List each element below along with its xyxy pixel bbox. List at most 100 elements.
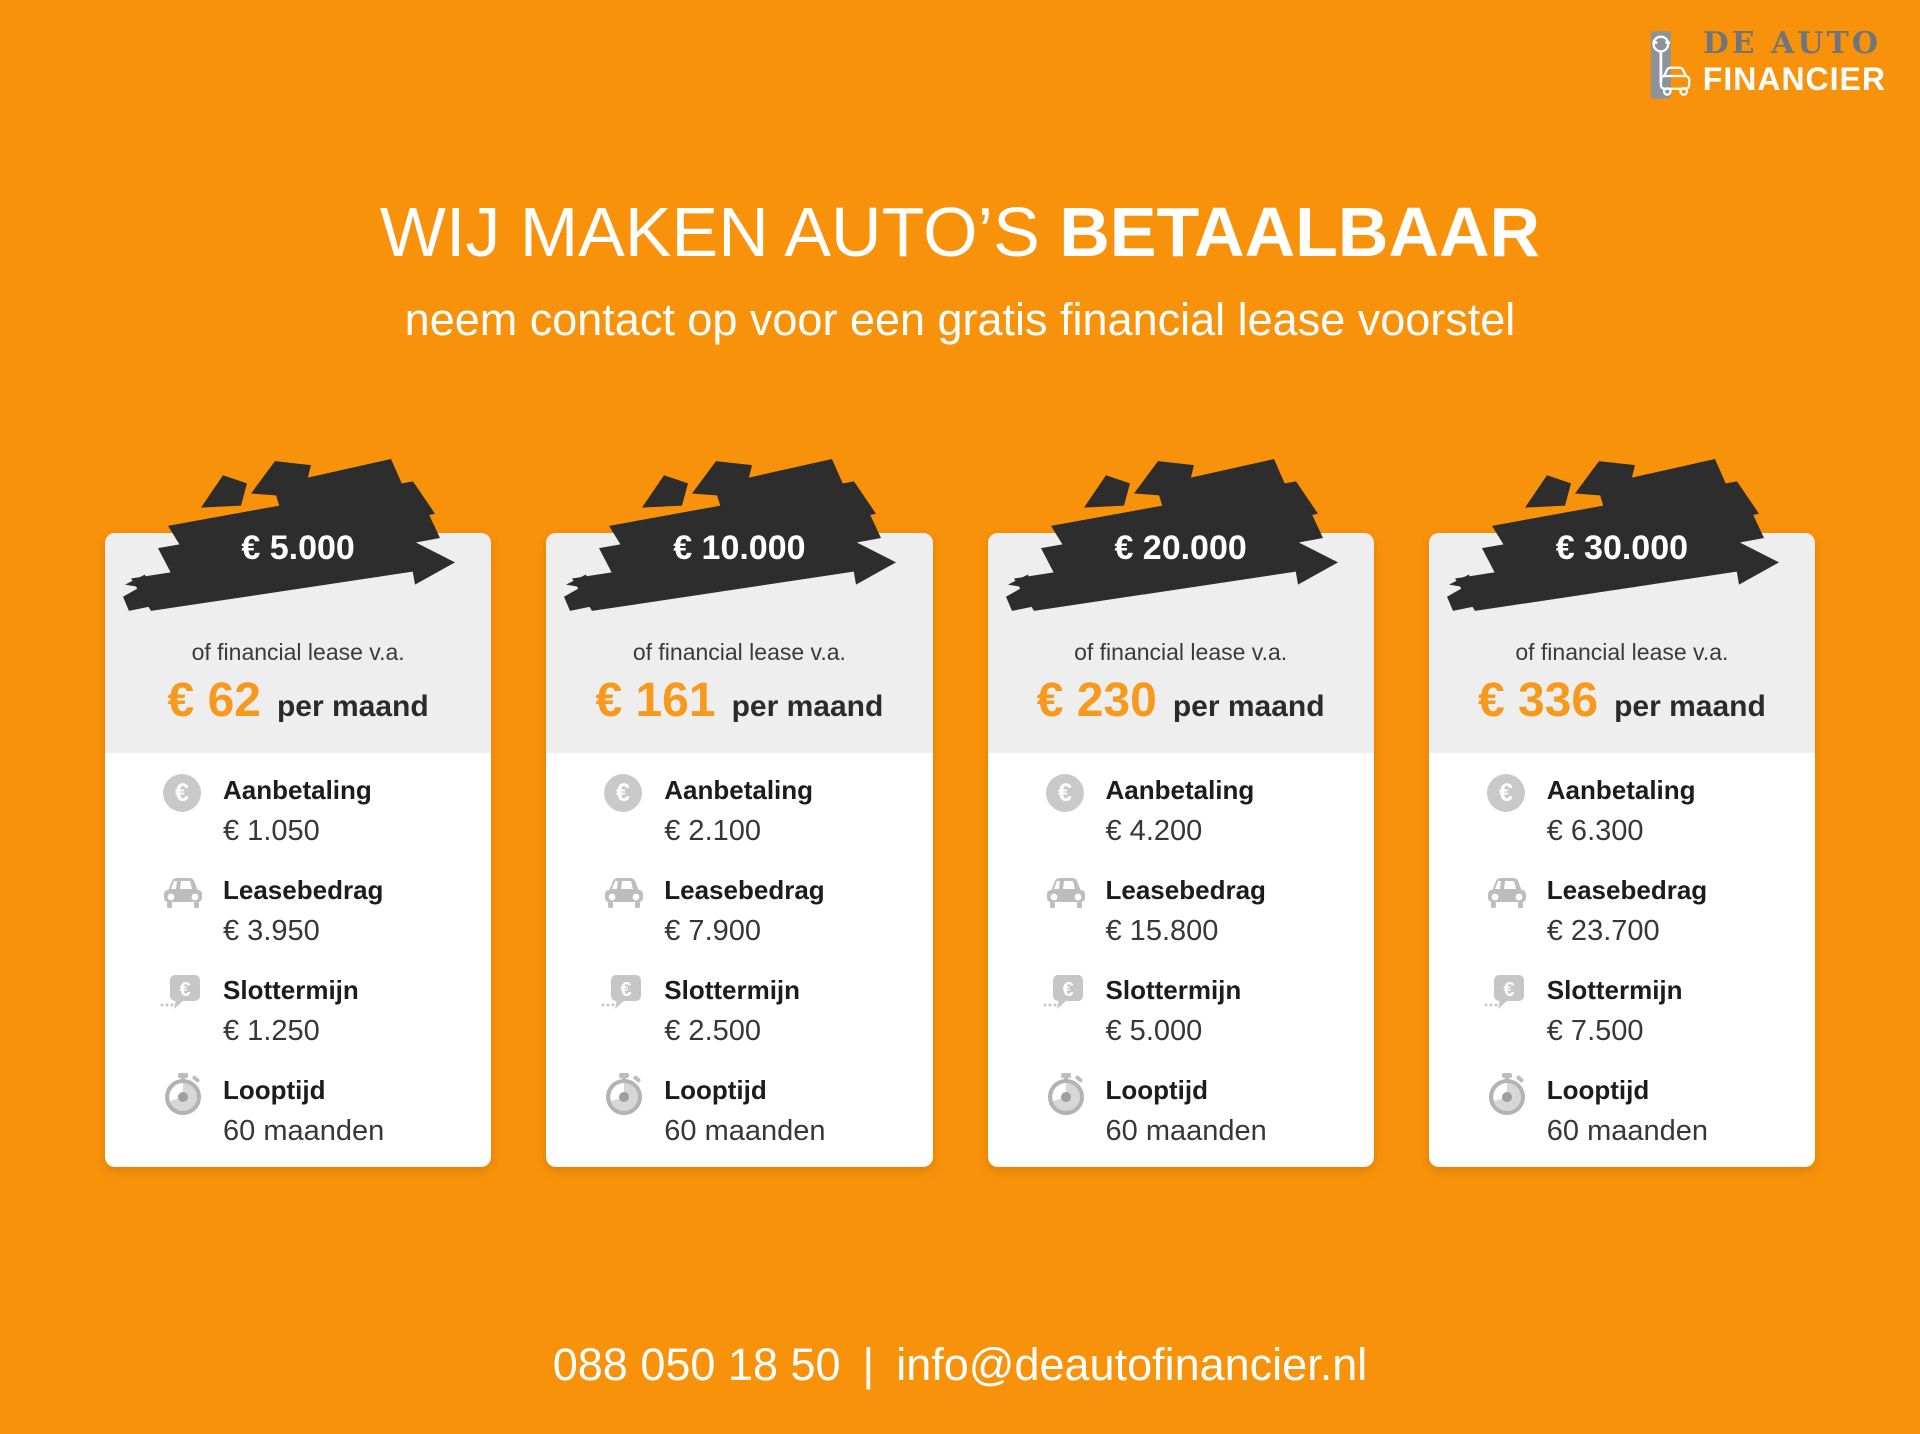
feature-label: Aanbetaling — [664, 775, 814, 805]
speech-bubble-euro-icon — [160, 975, 200, 1009]
card-body: Aanbetaling € 4.200 Leasebedrag € 15.800… — [988, 753, 1374, 1151]
feature-value: € 7.900 — [664, 915, 762, 947]
card-top: € 5.000 of financial lease v.a. € 62 per… — [105, 459, 492, 753]
card-body: Aanbetaling € 2.100 Leasebedrag € 7.900 … — [546, 753, 932, 1151]
feature-row: Slottermijn € 5.000 — [1043, 969, 1350, 1051]
speech-bubble-euro-icon — [1484, 975, 1524, 1009]
feature-row: Leasebedrag € 7.900 — [601, 869, 908, 951]
pricing-card-20000: € 20.000 of financial lease v.a. € 230 p… — [987, 459, 1374, 1167]
feature-label: Looptijd — [1105, 1075, 1209, 1105]
logo-line1: DE AUTO — [1702, 26, 1882, 61]
feature-value: 60 maanden — [1546, 1115, 1708, 1147]
feature-value: € 7.500 — [1546, 1015, 1644, 1047]
speech-bubble-euro-icon — [1043, 975, 1083, 1009]
feature-label: Aanbetaling — [223, 775, 372, 805]
feature-row: Looptijd 60 maanden — [601, 1069, 908, 1151]
feature-value: 60 maanden — [223, 1115, 385, 1147]
footer-separator: | — [862, 1339, 875, 1390]
stopwatch-icon — [165, 1071, 203, 1115]
feature-value: 60 maanden — [664, 1115, 826, 1147]
speech-bubble-euro-icon — [601, 975, 642, 1009]
feature-row: Leasebedrag € 15.800 — [1043, 869, 1350, 951]
feature-value: € 1.050 — [223, 815, 320, 847]
feature-row: Slottermijn € 7.500 — [1484, 969, 1791, 1051]
page-subtitle: neem contact op voor een gratis financia… — [404, 294, 1516, 345]
monthly-price: € 62 — [167, 674, 261, 727]
feature-row: Looptijd 60 maanden — [1484, 1069, 1791, 1151]
company-logo[interactable]: DE AUTO FINANCIER — [1649, 26, 1886, 104]
feature-value: € 15.800 — [1105, 915, 1219, 947]
feature-label: Slottermijn — [1546, 975, 1683, 1005]
card-sub: of financial lease v.a. — [632, 639, 846, 665]
feature-row: Aanbetaling € 4.200 — [1043, 769, 1350, 851]
feature-row: Looptijd 60 maanden — [1043, 1069, 1350, 1151]
monthly-price: € 230 — [1036, 674, 1157, 727]
card-amount: € 10.000 — [673, 529, 806, 567]
feature-value: € 23.700 — [1546, 915, 1660, 947]
page-title: WIJ MAKEN AUTO’S BETAALBAAR — [0, 196, 1920, 268]
pricing-card-10000: € 10.000 of financial lease v.a. € 161 p… — [546, 459, 933, 1167]
page-title-regular: WIJ MAKEN AUTO’S — [379, 193, 1060, 271]
feature-row: Aanbetaling € 6.300 — [1484, 769, 1791, 851]
feature-label: Looptijd — [1546, 1075, 1650, 1105]
euro-coin-icon — [1045, 774, 1084, 812]
euro-coin-icon — [163, 774, 201, 812]
logo-car-sign-icon — [1649, 30, 1691, 100]
contact-footer: 088 050 18 50 | info@deautofinancier.nl — [0, 1338, 1920, 1392]
feature-row: Looptijd 60 maanden — [160, 1069, 467, 1151]
monthly-price: € 161 — [595, 674, 716, 727]
feature-row: Aanbetaling € 2.100 — [601, 769, 908, 851]
monthly-price: € 336 — [1477, 674, 1599, 727]
feature-value: € 2.500 — [664, 1015, 762, 1047]
car-icon — [1046, 878, 1085, 908]
card-price-line: € 62 per maand — [105, 673, 491, 729]
stopwatch-icon — [1047, 1071, 1085, 1115]
euro-coin-icon — [604, 774, 643, 812]
feature-row: Aanbetaling € 1.050 — [160, 769, 467, 851]
feature-row: Slottermijn € 1.250 — [160, 969, 467, 1051]
pricing-card-5000: € 5.000 of financial lease v.a. € 62 per… — [105, 459, 492, 1167]
feature-value: € 2.100 — [664, 815, 762, 847]
card-price-line: € 161 per maand — [546, 673, 932, 729]
feature-label: Looptijd — [664, 1075, 767, 1105]
card-amount: € 20.000 — [1114, 529, 1247, 567]
card-top: € 20.000 of financial lease v.a. € 230 p… — [987, 459, 1374, 753]
feature-value: € 6.300 — [1546, 815, 1644, 847]
card-sub: of financial lease v.a. — [191, 639, 405, 665]
monthly-suffix: per maand — [276, 690, 429, 723]
feature-label: Leasebedrag — [1105, 875, 1266, 905]
card-amount: € 30.000 — [1555, 529, 1689, 567]
monthly-suffix: per maand — [1172, 690, 1325, 723]
pricing-card-30000: € 30.000 of financial lease v.a. € 336 p… — [1428, 459, 1815, 1167]
feature-label: Slottermijn — [223, 975, 359, 1005]
card-sub: of financial lease v.a. — [1074, 639, 1288, 665]
feature-label: Slottermijn — [664, 975, 801, 1005]
card-top: € 30.000 of financial lease v.a. € 336 p… — [1428, 459, 1815, 753]
email-address[interactable]: info@deautofinancier.nl — [896, 1339, 1368, 1390]
feature-value: € 1.250 — [223, 1015, 320, 1047]
feature-label: Aanbetaling — [1546, 775, 1696, 805]
car-icon — [605, 878, 644, 908]
card-amount: € 5.000 — [241, 529, 355, 567]
phone-number[interactable]: 088 050 18 50 — [552, 1339, 841, 1390]
feature-value: 60 maanden — [1105, 1115, 1267, 1147]
feature-label: Aanbetaling — [1105, 775, 1255, 805]
feature-row: Leasebedrag € 3.950 — [160, 869, 467, 951]
feature-value: € 3.950 — [223, 915, 320, 947]
feature-row: Leasebedrag € 23.700 — [1484, 869, 1791, 951]
card-price-line: € 336 per maand — [1429, 673, 1815, 729]
card-sub: of financial lease v.a. — [1515, 639, 1729, 665]
pricing-cards: € 5.000 of financial lease v.a. € 62 per… — [105, 459, 1815, 1167]
feature-label: Slottermijn — [1105, 975, 1242, 1005]
feature-label: Leasebedrag — [223, 875, 384, 905]
card-price-line: € 230 per maand — [988, 673, 1374, 729]
feature-value: € 5.000 — [1105, 1015, 1203, 1047]
feature-row: Slottermijn € 2.500 — [601, 969, 908, 1051]
feature-label: Looptijd — [223, 1075, 326, 1105]
car-icon — [164, 878, 202, 908]
feature-label: Leasebedrag — [664, 875, 825, 905]
logo-text: DE AUTO FINANCIER — [1703, 26, 1886, 96]
stopwatch-icon — [1488, 1071, 1527, 1115]
monthly-suffix: per maand — [731, 690, 884, 723]
feature-value: € 4.200 — [1105, 815, 1203, 847]
